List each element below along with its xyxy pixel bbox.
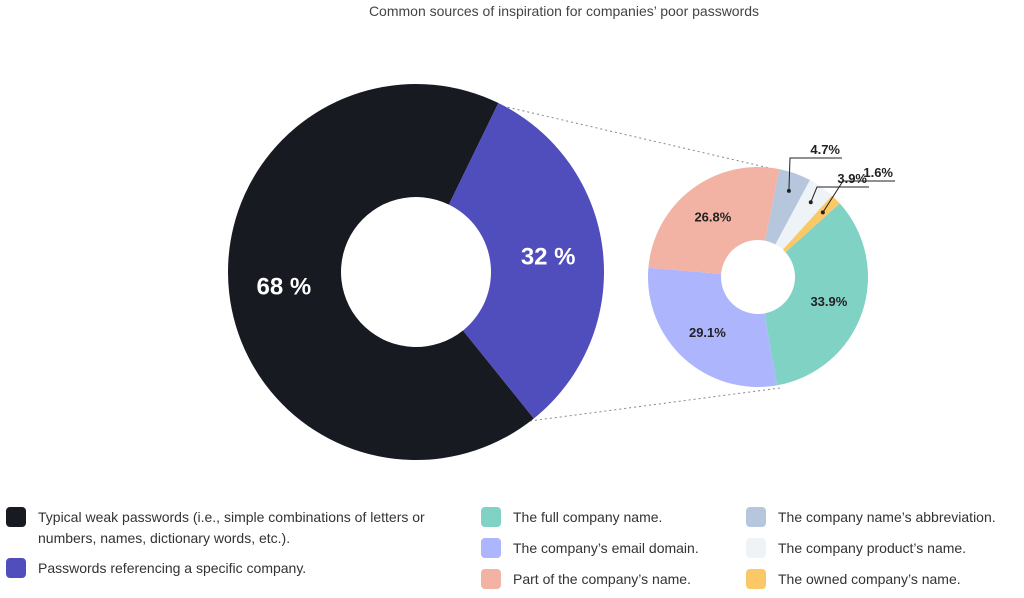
legend-item-product: The company product’s name. bbox=[746, 538, 966, 559]
legend-item-full: The full company name. bbox=[481, 507, 662, 528]
slice-1 bbox=[448, 103, 604, 419]
legend-swatch bbox=[481, 538, 501, 558]
data-label-1: 32 % bbox=[521, 244, 576, 271]
slice-0 bbox=[228, 83, 534, 461]
legend-item-weak: Typical weak passwords (i.e., simple com… bbox=[6, 507, 456, 549]
data-label-4: 3.9% bbox=[837, 171, 867, 186]
legend-swatch bbox=[481, 507, 501, 527]
legend-swatch bbox=[746, 507, 766, 527]
legend-label: The owned company’s name. bbox=[778, 571, 961, 587]
legend-label: The company name’s abbreviation. bbox=[778, 509, 996, 525]
data-label-0: 68 % bbox=[256, 273, 311, 300]
legend-swatch bbox=[6, 558, 26, 578]
leader-line-4 bbox=[810, 186, 869, 203]
legend-item-owned: The owned company’s name. bbox=[746, 569, 961, 590]
leader-line-5 bbox=[822, 180, 895, 213]
legend-swatch bbox=[481, 569, 501, 589]
chart-title: Common sources of inspiration for compan… bbox=[368, 3, 760, 19]
legend-item-company: Passwords referencing a specific company… bbox=[6, 558, 306, 579]
legend-label: The company’s email domain. bbox=[513, 540, 699, 556]
slice-3 bbox=[765, 169, 810, 245]
data-label-3: 4.7% bbox=[810, 142, 840, 157]
legend-label: The full company name. bbox=[513, 509, 663, 525]
legend-label: The company product’s name. bbox=[778, 540, 967, 556]
data-label-1: 29.1% bbox=[689, 325, 726, 340]
leader-line-3 bbox=[788, 157, 842, 191]
slice-2 bbox=[648, 167, 780, 274]
slice-0 bbox=[764, 203, 868, 386]
legend-item-part: Part of the company’s name. bbox=[481, 569, 691, 590]
legend-swatch bbox=[746, 538, 766, 558]
legend-item-abbrev: The company name’s abbreviation. bbox=[746, 507, 996, 528]
data-label-2: 26.8% bbox=[694, 210, 731, 225]
slice-1 bbox=[648, 267, 778, 387]
legend-label: Typical weak passwords (i.e., simple com… bbox=[38, 509, 425, 546]
legend-swatch bbox=[6, 507, 26, 527]
slice-4 bbox=[775, 180, 832, 250]
legend-item-email: The company’s email domain. bbox=[481, 538, 699, 559]
slice-5 bbox=[782, 195, 840, 253]
legend-swatch bbox=[746, 569, 766, 589]
legend-label: Passwords referencing a specific company… bbox=[38, 560, 307, 576]
data-label-0: 33.9% bbox=[810, 294, 847, 309]
connector-line-bottom bbox=[529, 387, 781, 422]
data-label-5: 1.6% bbox=[863, 165, 893, 180]
legend-label: Part of the company’s name. bbox=[513, 571, 691, 587]
